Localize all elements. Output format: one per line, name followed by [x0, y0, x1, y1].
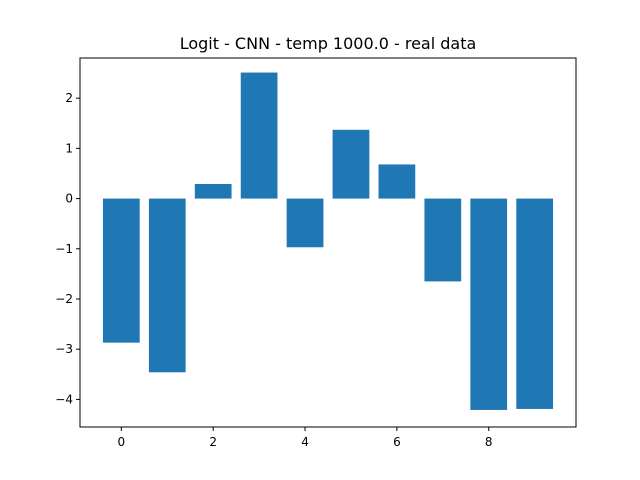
bar-8: [470, 198, 508, 410]
plot-area-frame: [79, 57, 577, 428]
bar-5: [332, 129, 370, 199]
y-tick-label: 2: [65, 91, 73, 105]
bars-group: [102, 72, 554, 410]
x-tick-label: 6: [393, 435, 401, 449]
bar-0: [102, 198, 140, 343]
x-tick-label: 4: [301, 435, 309, 449]
y-tick-label: −1: [55, 242, 73, 256]
bar-3: [240, 72, 278, 199]
y-tick-label: −2: [55, 292, 73, 306]
y-tick-label: 1: [65, 141, 73, 155]
y-tick-label: −4: [55, 392, 73, 406]
x-tick-label: 2: [209, 435, 217, 449]
bar-1: [148, 198, 186, 373]
bar-4: [286, 198, 324, 248]
bar-2: [194, 184, 232, 199]
y-tick-label: −3: [55, 342, 73, 356]
y-tick-label: 0: [65, 192, 73, 206]
y-axis-ticks: 2 1 0 −1 −2 −3 −4: [55, 91, 80, 406]
bar-6: [378, 164, 416, 199]
bar-7: [424, 198, 462, 282]
x-tick-label: 0: [118, 435, 126, 449]
bar-9: [516, 198, 554, 409]
chart-title: Logit - CNN - temp 1000.0 - real data: [180, 34, 477, 53]
x-tick-label: 8: [485, 435, 493, 449]
x-axis-ticks: 0 2 4 6 8: [118, 427, 493, 449]
